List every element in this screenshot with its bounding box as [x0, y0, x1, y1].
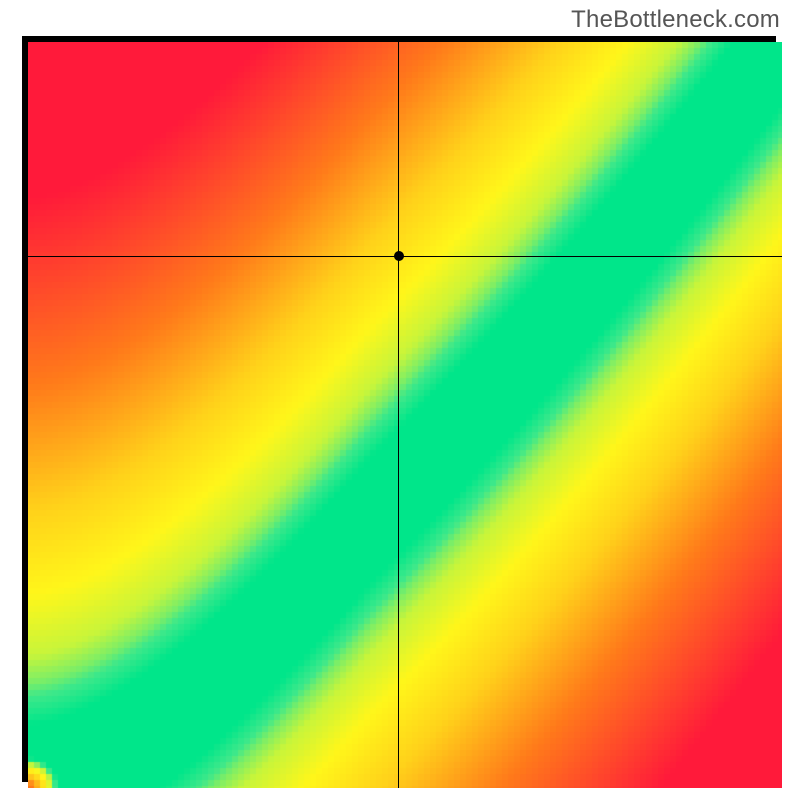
watermark-text: TheBottleneck.com [571, 6, 780, 34]
heatmap-canvas [28, 42, 782, 788]
crosshair-vertical [398, 42, 399, 788]
crosshair-horizontal [28, 256, 782, 257]
crosshair-marker [394, 251, 404, 261]
chart-container: TheBottleneck.com [0, 0, 800, 800]
plot-area [22, 36, 776, 782]
